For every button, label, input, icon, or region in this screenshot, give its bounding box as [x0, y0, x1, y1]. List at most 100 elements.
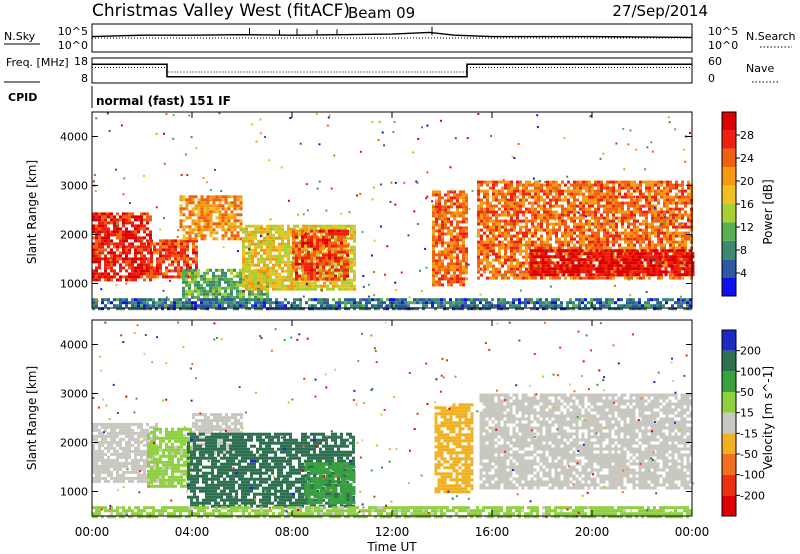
- range-time-cell: [630, 216, 633, 220]
- range-time-cell: [574, 270, 578, 274]
- range-time-cell: [536, 298, 539, 302]
- range-time-cell: [233, 280, 236, 284]
- range-time-cell: [600, 240, 603, 244]
- range-time-cell: [98, 221, 101, 225]
- range-time-cell: [676, 249, 680, 253]
- range-time-cell: [681, 231, 684, 235]
- range-time-cell: [212, 207, 216, 211]
- range-time-cell: [501, 255, 504, 259]
- range-time-cell: [571, 255, 575, 259]
- range-time-cell: [571, 252, 575, 256]
- range-time-cell: [416, 301, 419, 305]
- range-time-cell: [314, 304, 317, 308]
- range-time-cell: [537, 180, 540, 184]
- range-time-cell: [245, 257, 248, 261]
- range-time-cell: [326, 275, 329, 279]
- range-time-cell: [137, 272, 140, 276]
- range-time-cell: [673, 273, 677, 277]
- range-time-cell: [601, 267, 605, 271]
- range-time-cell: [627, 192, 630, 196]
- range-time-cell: [495, 222, 498, 226]
- range-time-cell: [480, 204, 483, 208]
- range-time-cell: [627, 195, 630, 199]
- range-time-cell: [174, 251, 177, 255]
- range-time-cell: [681, 201, 684, 205]
- range-time-cell: [483, 201, 486, 205]
- range-time-cell: [507, 276, 510, 280]
- cpid-label: CPID: [8, 91, 37, 104]
- range-time-cell: [287, 242, 290, 246]
- range-time-cell: [338, 275, 341, 279]
- range-time-cell: [597, 195, 600, 199]
- range-time-cell: [528, 246, 531, 250]
- range-time-cell: [410, 307, 413, 311]
- range-time-cell: [242, 269, 245, 273]
- range-time-cell: [171, 263, 174, 267]
- range-time-cell: [579, 204, 582, 208]
- range-time-cell: [498, 231, 501, 235]
- range-time-cell: [522, 183, 525, 187]
- range-time-cell: [510, 270, 513, 274]
- range-time-cell: [245, 260, 248, 264]
- range-time-cell: [307, 253, 310, 257]
- range-time-cell: [465, 277, 468, 281]
- range-time-cell: [549, 243, 552, 247]
- range-time-cell: [504, 249, 507, 253]
- range-time-cell: [245, 263, 248, 267]
- range-time-cell: [295, 241, 298, 245]
- range-time-cell: [685, 270, 689, 274]
- range-time-cell: [215, 307, 218, 311]
- range-time-cell: [209, 268, 212, 272]
- range-time-cell: [146, 301, 149, 305]
- range-time-cell: [292, 244, 295, 248]
- range-time-cell: [334, 259, 337, 263]
- range-time-cell: [194, 289, 197, 293]
- range-time-cell: [248, 254, 251, 258]
- range-time-cell: [516, 183, 519, 187]
- range-time-cell: [491, 298, 494, 302]
- range-time-cell: [386, 298, 389, 302]
- range-time-cell: [498, 201, 501, 205]
- range-time-cell: [281, 233, 284, 237]
- range-time-cell: [519, 183, 522, 187]
- range-time-cell: [310, 238, 313, 242]
- range-time-cell: [592, 267, 596, 271]
- range-time-cell: [645, 201, 648, 205]
- range-time-cell: [236, 271, 239, 275]
- range-time-cell: [501, 276, 504, 280]
- range-time-cell: [613, 249, 617, 253]
- range-time-cell: [275, 245, 278, 249]
- range-time-cell: [501, 180, 504, 184]
- range-time-cell: [251, 236, 254, 240]
- range-time-cell: [646, 255, 650, 259]
- range-time-cell: [664, 258, 668, 262]
- range-time-cell: [254, 292, 257, 296]
- range-time-cell: [110, 242, 113, 246]
- range-time-cell: [180, 257, 183, 261]
- range-time-cell: [317, 269, 320, 273]
- range-time-cell: [107, 275, 110, 279]
- range-time-cell: [119, 227, 122, 231]
- range-time-cell: [122, 221, 125, 225]
- range-time-cell: [515, 304, 518, 308]
- range-time-cell: [320, 301, 323, 305]
- range-time-cell: [618, 243, 621, 247]
- range-time-cell: [557, 304, 560, 308]
- range-time-cell: [292, 256, 295, 260]
- range-time-cell: [535, 249, 539, 253]
- range-time-cell: [495, 252, 498, 256]
- range-time-cell: [510, 264, 513, 268]
- range-time-cell: [630, 276, 633, 280]
- range-time-cell: [462, 241, 465, 245]
- range-time-cell: [452, 301, 455, 305]
- range-time-cell: [456, 244, 459, 248]
- range-time-cell: [559, 267, 563, 271]
- range-time-cell: [392, 298, 395, 302]
- range-time-cell: [174, 239, 177, 243]
- range-time-cell: [188, 201, 192, 205]
- range-time-cell: [531, 207, 534, 211]
- range-time-cell: [663, 246, 666, 250]
- range-time-cell: [344, 307, 347, 311]
- range-time-cell: [183, 251, 186, 255]
- range-time-cell: [299, 239, 302, 243]
